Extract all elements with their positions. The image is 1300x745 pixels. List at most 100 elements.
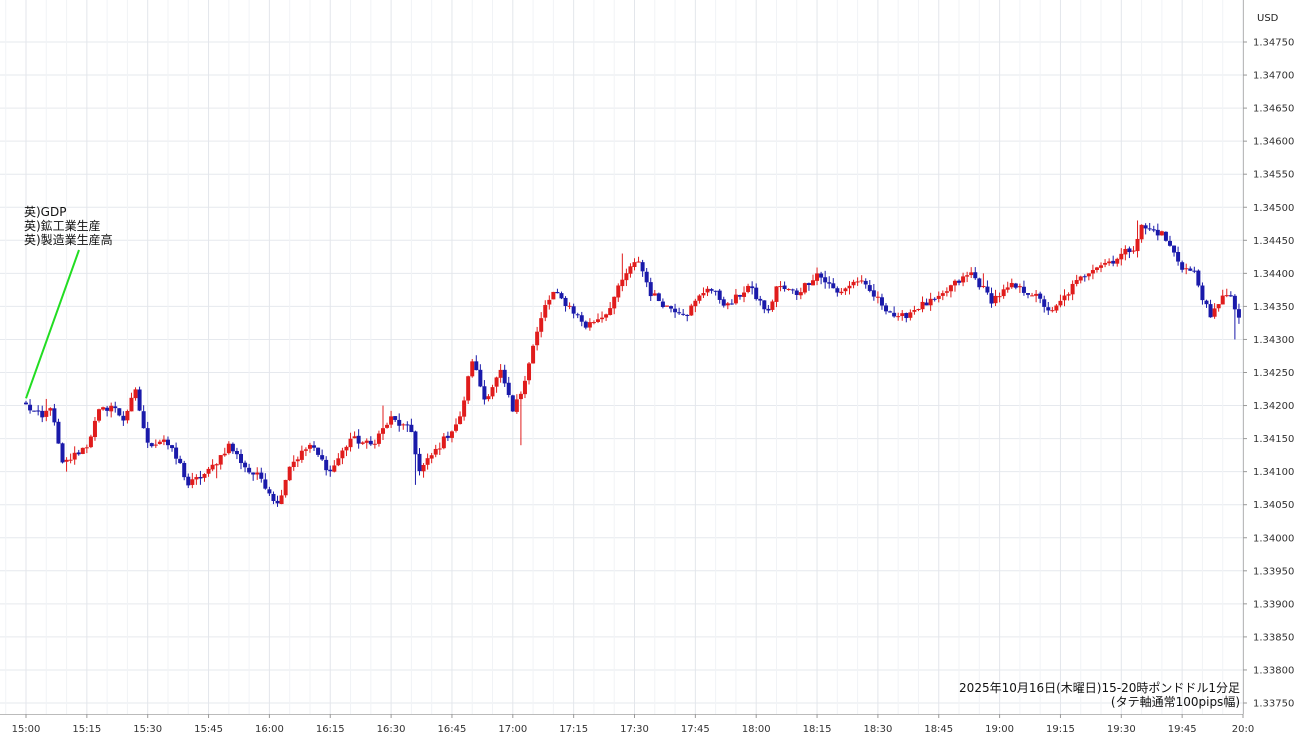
candle <box>1103 259 1108 268</box>
candle <box>669 305 674 313</box>
candle <box>441 433 446 450</box>
candle <box>64 457 69 472</box>
candle <box>786 288 791 291</box>
time-tick-label: 15:45 <box>194 724 223 735</box>
candle <box>445 431 450 441</box>
candle <box>28 399 33 414</box>
price-tick-label: 1.33750 <box>1253 699 1294 710</box>
candle <box>133 387 138 401</box>
candle <box>470 358 475 378</box>
candle <box>283 479 288 498</box>
candle <box>884 303 889 315</box>
time-tick-label: 16:30 <box>377 724 406 735</box>
candle <box>316 447 321 458</box>
candle <box>1046 301 1051 315</box>
plot-background <box>0 0 1243 714</box>
candle <box>454 418 459 433</box>
candle <box>186 473 191 489</box>
candle <box>405 421 410 432</box>
candle <box>214 463 219 479</box>
candle <box>1163 231 1168 242</box>
candle <box>624 268 629 287</box>
candle <box>76 449 81 456</box>
candle <box>993 289 998 307</box>
candle <box>352 431 357 439</box>
candle <box>234 447 239 460</box>
candle <box>920 296 925 313</box>
candle <box>52 403 57 426</box>
candle <box>1058 294 1063 308</box>
candle <box>1147 222 1152 231</box>
candle <box>1188 266 1193 272</box>
candle <box>1200 282 1205 305</box>
candle <box>275 495 280 507</box>
candle <box>506 376 511 398</box>
candle <box>867 280 872 293</box>
candle <box>1180 260 1185 273</box>
price-tick-label: 1.34600 <box>1253 137 1294 148</box>
candle <box>498 364 503 383</box>
candle <box>206 466 211 477</box>
candle <box>798 287 803 300</box>
candle <box>312 441 317 451</box>
candle <box>571 303 576 319</box>
annotation-line-1: 英)GDP <box>24 205 66 219</box>
chart-caption: 2025年10月16日(木曜日)15-20時ポンドドル1分足 (タテ軸通常100… <box>959 681 1240 709</box>
candle <box>1013 282 1018 290</box>
candle <box>161 435 166 446</box>
candle <box>510 394 515 412</box>
candle <box>368 436 373 446</box>
candle <box>332 460 337 473</box>
candle <box>1143 223 1148 235</box>
time-tick-label: 18:15 <box>803 724 832 735</box>
candle <box>372 439 377 449</box>
time-tick-label: 19:15 <box>1046 724 1075 735</box>
candle <box>989 287 994 308</box>
candle <box>380 405 385 441</box>
candle <box>356 429 361 449</box>
candle <box>604 313 609 322</box>
time-axis[interactable]: 15:00 15:15 15:30 15:45 16:00 16:15 16:30 16:45… <box>12 714 1255 735</box>
candle <box>725 301 730 310</box>
candle <box>583 320 588 330</box>
price-tick-label: 1.33800 <box>1253 665 1294 676</box>
candle <box>701 287 706 299</box>
candle <box>1236 303 1241 324</box>
candle <box>754 283 759 301</box>
candle <box>247 463 252 475</box>
candle <box>904 312 909 323</box>
candle <box>936 291 941 303</box>
candle <box>810 274 815 286</box>
candle <box>567 302 572 310</box>
price-tick-label: 1.34650 <box>1253 104 1294 115</box>
candle <box>1151 225 1156 233</box>
candle <box>709 288 714 294</box>
candle <box>1192 266 1197 274</box>
candle <box>239 449 244 470</box>
candle <box>555 288 560 294</box>
candle <box>1050 307 1055 313</box>
price-tick-label: 1.34250 <box>1253 368 1294 379</box>
candle <box>900 310 905 321</box>
candle <box>101 406 106 411</box>
price-tick-label: 1.34000 <box>1253 533 1294 544</box>
candle <box>299 445 304 463</box>
candle <box>664 305 669 307</box>
candle <box>36 405 41 416</box>
price-axis[interactable]: 1.34750 1.34700 1.34650 1.34600 1.34550 1.345… <box>1243 38 1294 710</box>
candle <box>170 444 175 452</box>
candle <box>823 270 828 289</box>
candle <box>758 295 763 306</box>
candle <box>141 405 146 429</box>
candle <box>1176 246 1181 266</box>
candle <box>1111 255 1116 267</box>
time-tick-label: 16:00 <box>255 724 284 735</box>
candle <box>1009 278 1014 289</box>
candle <box>839 287 844 295</box>
candle <box>965 271 970 283</box>
candle <box>705 286 710 297</box>
price-tick-label: 1.34150 <box>1253 434 1294 445</box>
candle <box>263 473 268 490</box>
candle <box>916 308 921 312</box>
candle <box>194 474 199 485</box>
